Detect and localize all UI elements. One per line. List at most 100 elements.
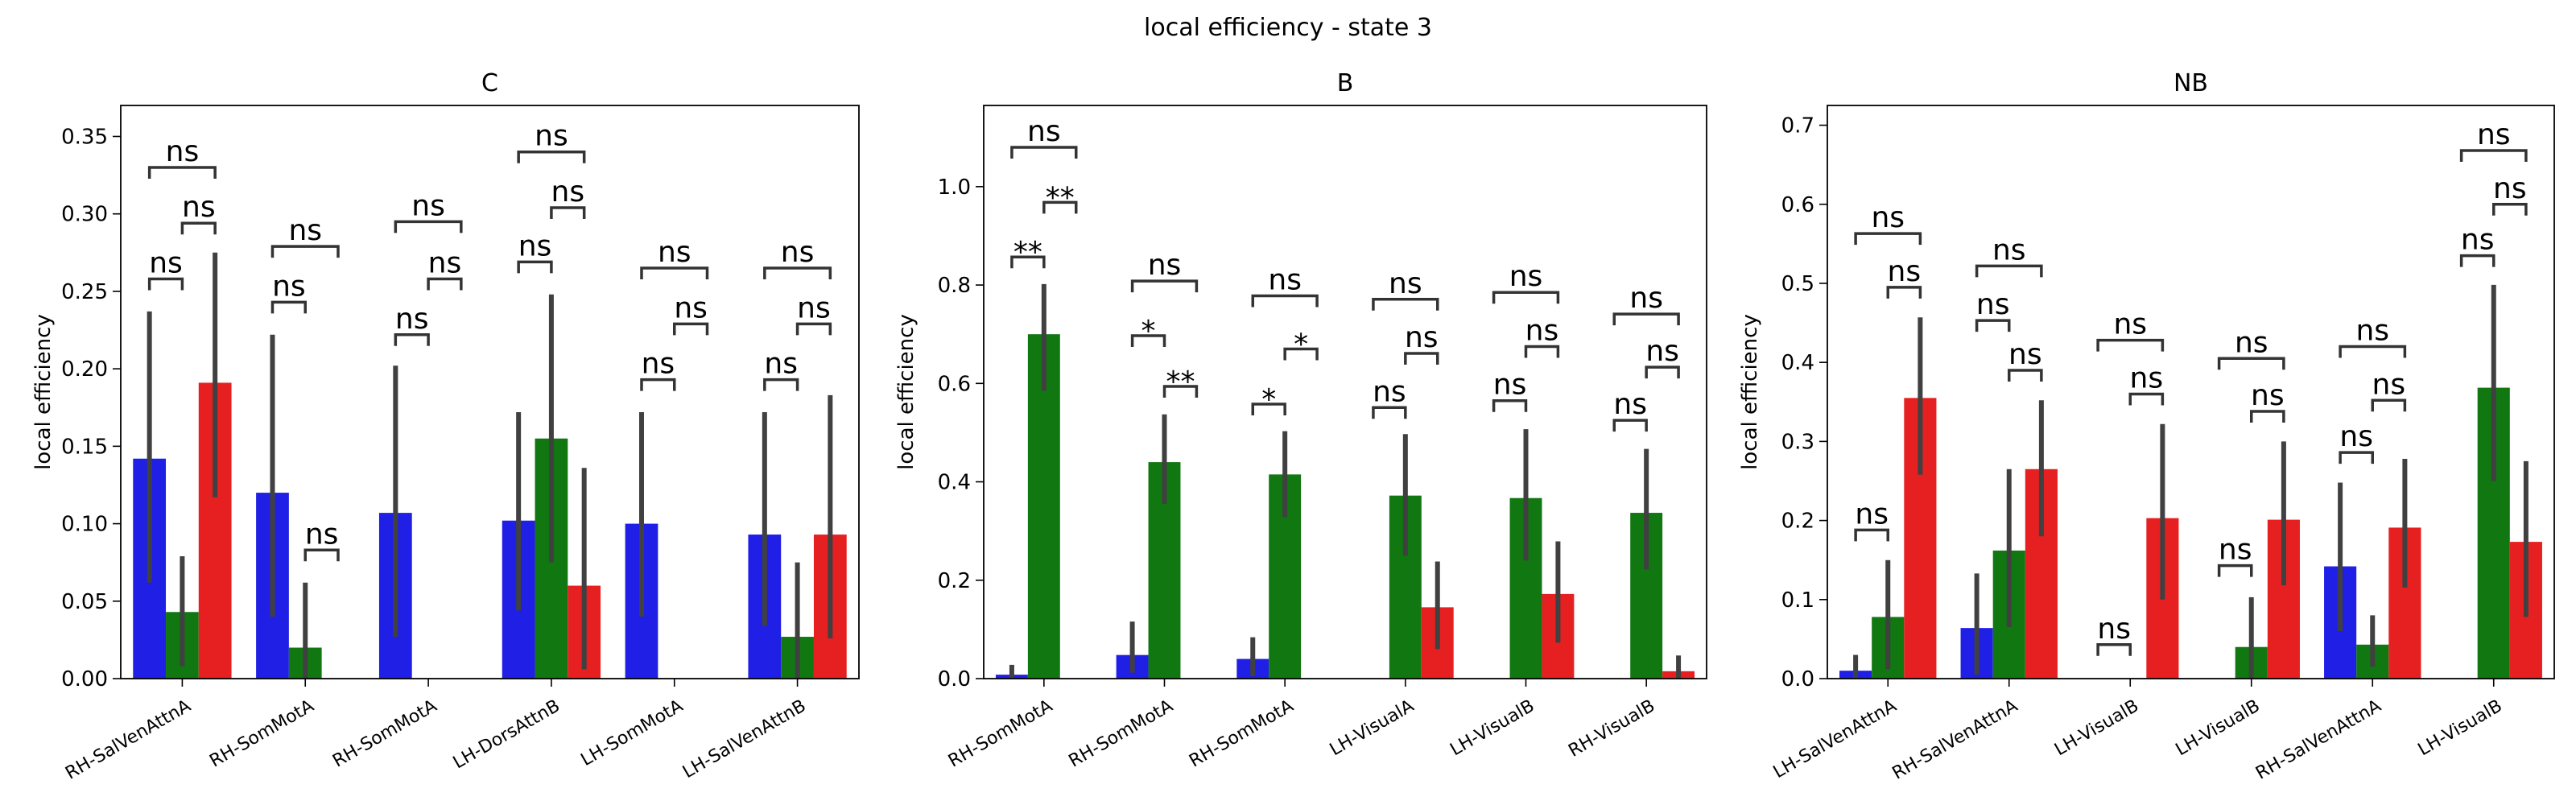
- significance-label: ns: [1888, 255, 1922, 288]
- x-tick-label: LH-SomMotA: [578, 696, 687, 771]
- axes-frame: [1827, 105, 2555, 679]
- significance-label: ns: [674, 291, 708, 324]
- significance-label: ns: [2130, 361, 2164, 394]
- panel-title: C: [481, 69, 498, 97]
- significance-label: ns: [305, 518, 339, 551]
- bar: [1027, 334, 1060, 679]
- significance-bracket: [1524, 345, 1560, 358]
- significance-label: ns: [1405, 321, 1439, 354]
- significance-bracket: [394, 333, 430, 346]
- significance-bracket: [1130, 279, 1199, 293]
- significance-bracket: [147, 166, 217, 179]
- significance-label: ns: [2461, 224, 2495, 257]
- significance-bracket: [2096, 338, 2165, 352]
- y-tick-label: 0.6: [1781, 193, 1814, 217]
- significance-bracket: [2459, 149, 2528, 162]
- y-tick-label: 0.3: [1781, 430, 1814, 454]
- significance-bracket: [1975, 264, 2043, 278]
- significance-bracket: [1612, 312, 1680, 326]
- significance-bracket: [1854, 232, 1922, 246]
- significance-bracket: [2459, 254, 2496, 267]
- significance-bracket: [303, 548, 340, 562]
- significance-bracket: [180, 221, 217, 235]
- significance-bracket: [517, 260, 553, 274]
- significance-label: ns: [2113, 308, 2147, 341]
- significance-label: **: [1166, 365, 1195, 398]
- significance-bracket: [2250, 410, 2285, 423]
- y-tick-label: 0.05: [61, 590, 108, 614]
- significance-bracket: [2217, 564, 2253, 577]
- significance-bracket: [2339, 345, 2407, 358]
- y-tick-label: 0.20: [61, 357, 108, 382]
- y-tick-label: 0.25: [61, 280, 108, 304]
- significance-bracket: [1162, 385, 1199, 398]
- significance-label: ns: [2355, 315, 2389, 348]
- y-tick-label: 0.6: [938, 372, 971, 396]
- significance-label: ns: [797, 291, 831, 324]
- x-tick-label: RH-VisualB: [1565, 696, 1658, 762]
- chart-panel-2: NB local efficiency 0.0 0.1 0.2 0.3 0.4 0.5 0.6 0…: [1738, 69, 2555, 784]
- significance-bracket: [2008, 369, 2043, 382]
- y-tick-label: 0.10: [61, 513, 108, 537]
- significance-bracket: [1372, 406, 1407, 419]
- x-tick-label: RH-SalVenAttnA: [2252, 696, 2384, 784]
- significance-bracket: [763, 266, 832, 280]
- y-tick-label: 0.4: [938, 471, 971, 495]
- significance-bracket: [1854, 528, 1889, 542]
- significance-label: ns: [1525, 314, 1559, 347]
- axes-frame: [983, 105, 1707, 679]
- y-tick-label: 0.0: [938, 667, 971, 691]
- significance-label: ns: [1645, 335, 1679, 368]
- significance-bracket: [550, 206, 586, 220]
- x-tick-label: LH-VisualA: [1327, 696, 1418, 761]
- significance-label: ns: [1992, 233, 2026, 266]
- significance-bracket: [1975, 319, 2011, 332]
- significance-label: ns: [288, 214, 322, 247]
- panel-title: B: [1337, 69, 1354, 97]
- y-tick-label: 0.2: [1781, 510, 1814, 534]
- significance-label: ns: [1629, 282, 1663, 315]
- x-tick-label: RH-SomMotA: [945, 696, 1056, 772]
- significance-bracket: [2096, 643, 2132, 656]
- significance-label: ns: [535, 120, 568, 153]
- significance-bracket: [1010, 146, 1078, 159]
- significance-label: ns: [2372, 368, 2406, 401]
- significance-label: ns: [2008, 338, 2042, 371]
- significance-label: **: [1046, 181, 1075, 214]
- significance-label: ns: [1509, 260, 1543, 293]
- y-tick-label: 0.0: [1781, 667, 1814, 691]
- significance-label: ns: [2251, 379, 2285, 412]
- x-tick-label: RH-SomMotA: [329, 696, 440, 772]
- y-tick-label: 0.8: [938, 274, 971, 298]
- significance-bracket: [1886, 286, 1922, 299]
- significance-bracket: [2371, 398, 2407, 412]
- significance-bracket: [147, 277, 184, 291]
- significance-label: ns: [1493, 369, 1527, 402]
- significance-label: ns: [1613, 388, 1647, 421]
- significance-label: ns: [272, 270, 306, 303]
- significance-label: ns: [149, 247, 183, 280]
- significance-bracket: [795, 322, 832, 336]
- axes-frame: [120, 105, 860, 679]
- significance-bracket: [1612, 419, 1648, 432]
- x-tick-label: LH-VisualB: [2173, 696, 2264, 761]
- significance-bracket: [1251, 402, 1286, 415]
- significance-bracket: [2492, 203, 2528, 216]
- x-tick-label: RH-SomMotA: [206, 696, 317, 772]
- significance-bracket: [1404, 352, 1439, 365]
- significance-label: ns: [2339, 420, 2373, 453]
- y-axis-label: local efficiency: [894, 314, 919, 470]
- x-tick-label: LH-DorsAttnB: [450, 696, 564, 774]
- y-tick-label: 0.15: [61, 435, 108, 459]
- significance-bracket: [2339, 451, 2374, 464]
- significance-bracket: [2217, 357, 2285, 370]
- significance-label: ns: [1855, 497, 1889, 530]
- significance-label: ns: [428, 247, 462, 280]
- y-tick-label: 0.30: [61, 203, 108, 227]
- y-tick-label: 0.4: [1781, 351, 1814, 375]
- x-tick-label: LH-VisualB: [1447, 696, 1538, 761]
- significance-label: ns: [1148, 249, 1182, 282]
- significance-bracket: [1283, 347, 1319, 361]
